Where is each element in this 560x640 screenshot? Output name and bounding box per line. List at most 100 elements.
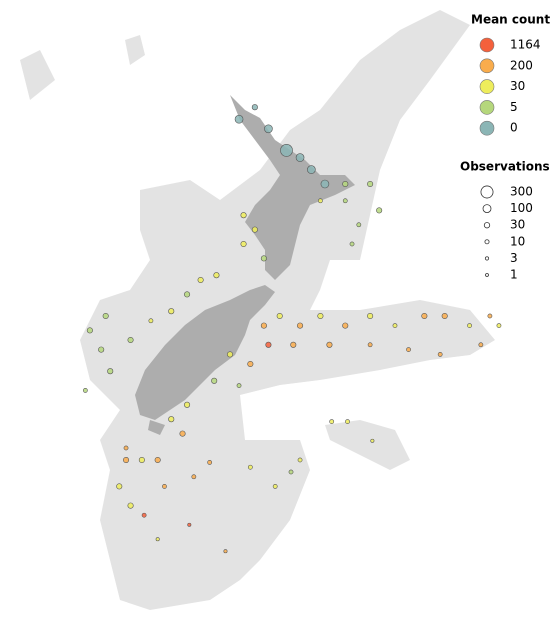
point: [276, 312, 283, 320]
point: [272, 484, 278, 489]
point: [98, 346, 105, 353]
point: [297, 322, 304, 329]
point: [207, 460, 213, 465]
point: [127, 336, 134, 344]
point: [367, 342, 373, 348]
shelf: [20, 10, 495, 610]
legend-swatch: [479, 100, 495, 115]
land: [135, 95, 355, 435]
point: [317, 312, 324, 320]
legend-label: 300: [510, 185, 533, 199]
point: [141, 512, 147, 518]
point: [329, 419, 335, 424]
point: [260, 322, 267, 329]
point: [154, 456, 161, 464]
point: [265, 341, 272, 348]
legend-size: [485, 273, 489, 277]
point: [356, 222, 362, 228]
legend-label: 30: [510, 79, 525, 93]
legend-label: 0: [510, 121, 518, 135]
point: [318, 198, 323, 204]
point: [191, 474, 197, 480]
point: [307, 165, 316, 174]
points: [82, 104, 502, 554]
shelf-area: [325, 420, 410, 470]
point: [211, 377, 218, 384]
point: [487, 313, 493, 319]
point: [251, 226, 258, 233]
point: [127, 502, 134, 509]
point: [295, 153, 305, 162]
legend-label: 1164: [510, 38, 541, 52]
point: [260, 255, 267, 262]
point: [264, 124, 273, 134]
legend-label: 10: [510, 234, 525, 248]
point: [123, 445, 129, 451]
point: [342, 180, 349, 188]
point: [342, 198, 348, 204]
point: [247, 464, 253, 470]
point: [290, 341, 297, 348]
point: [86, 327, 93, 334]
shelf-area: [80, 10, 495, 610]
point: [197, 276, 204, 284]
point: [107, 368, 114, 375]
point: [376, 207, 383, 214]
point: [234, 114, 244, 124]
point: [240, 212, 247, 219]
legend-title: Observations: [460, 160, 550, 174]
point: [342, 322, 349, 329]
point: [392, 323, 398, 328]
point: [367, 312, 374, 320]
legend-label: 100: [510, 201, 533, 215]
point: [251, 104, 258, 111]
point: [226, 351, 234, 358]
point: [297, 457, 303, 463]
point: [236, 383, 242, 388]
legend-label: 200: [510, 58, 533, 72]
legend-label: 5: [510, 100, 518, 114]
point: [349, 241, 355, 247]
point: [345, 419, 350, 424]
legend-swatch: [479, 120, 495, 136]
point: [179, 430, 186, 437]
legend-size: [484, 256, 490, 261]
point: [441, 312, 448, 320]
point: [168, 308, 175, 315]
point: [370, 438, 375, 443]
point: [155, 537, 160, 542]
point: [148, 318, 154, 324]
point: [123, 456, 130, 464]
point: [138, 456, 145, 464]
legend-swatch: [479, 79, 495, 94]
south-island: [135, 285, 275, 420]
point: [184, 291, 191, 298]
legend-swatch: [479, 37, 495, 53]
shelf-area: [125, 35, 145, 65]
legend-label: 3: [510, 251, 518, 265]
point: [467, 323, 472, 328]
point: [478, 342, 484, 348]
point: [421, 312, 428, 320]
legend-size: [483, 222, 491, 229]
stewart-island: [148, 420, 165, 435]
point: [223, 549, 228, 554]
point: [168, 416, 175, 423]
legend-size: [482, 204, 492, 214]
point: [437, 352, 443, 357]
point: [496, 323, 502, 328]
point: [406, 347, 411, 352]
legend-label: 1: [510, 268, 518, 282]
point: [213, 272, 220, 279]
point: [162, 484, 167, 489]
point: [102, 312, 109, 320]
point: [320, 179, 330, 189]
point: [367, 180, 374, 188]
legend-title: Mean count: [471, 13, 550, 27]
legend-label: 30: [510, 218, 525, 232]
point: [184, 401, 191, 408]
point: [280, 144, 293, 157]
legend: Mean count Observations 1164 200 30 5 0 300 10…: [460, 13, 550, 282]
point: [240, 240, 247, 248]
